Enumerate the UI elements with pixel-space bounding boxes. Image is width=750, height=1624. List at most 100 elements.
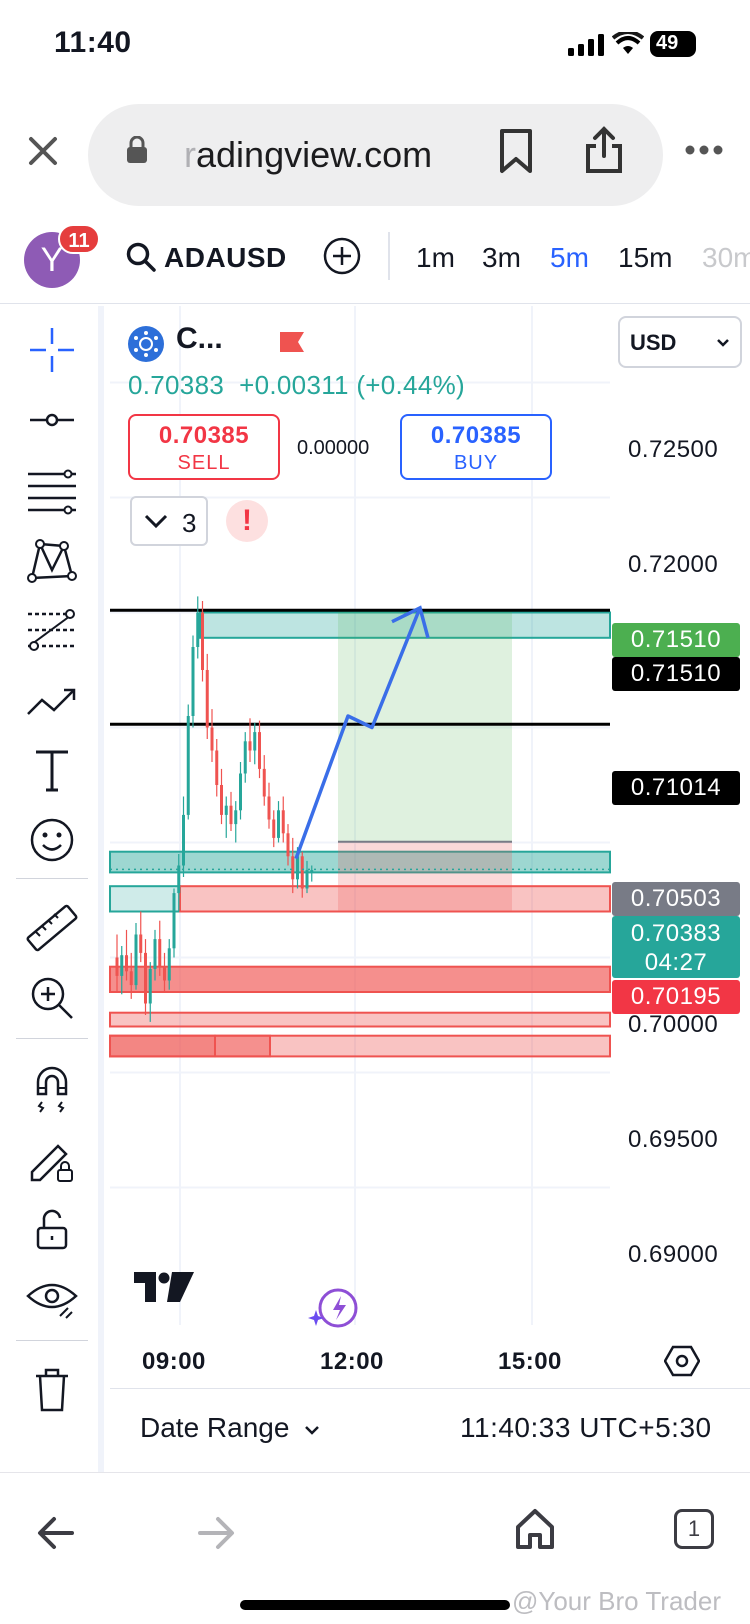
change-value: +0.00311 bbox=[239, 370, 349, 400]
price-tick: 0.69000 bbox=[628, 1241, 719, 1268]
candle-body bbox=[172, 893, 176, 949]
target-price-label: 0.71510 bbox=[612, 623, 740, 657]
candle-body bbox=[220, 785, 223, 815]
emoji-icon[interactable] bbox=[22, 810, 82, 870]
candle-body bbox=[267, 796, 271, 820]
candle-body bbox=[125, 955, 128, 972]
unlock-icon[interactable] bbox=[22, 1198, 82, 1258]
demand-zone bbox=[109, 885, 181, 913]
time-tick: 09:00 bbox=[142, 1348, 206, 1375]
candle-body bbox=[163, 966, 166, 981]
indicator-count: 3 bbox=[182, 508, 197, 538]
candle-body bbox=[201, 612, 204, 670]
cardano-logo-icon bbox=[128, 326, 164, 362]
supply-zone bbox=[214, 1034, 271, 1058]
visibility-icon[interactable] bbox=[22, 1268, 82, 1328]
currency-label: USD bbox=[630, 330, 677, 355]
browser-bottom-bar: 1 bbox=[0, 1472, 750, 1624]
timeframe-30m[interactable]: 30m bbox=[702, 242, 750, 273]
settings-hexagon-icon[interactable] bbox=[664, 1344, 700, 1378]
brush-icon[interactable] bbox=[22, 670, 82, 730]
date-range-button[interactable]: Date Range bbox=[140, 1412, 321, 1444]
change-percent: (+0.44%) bbox=[356, 370, 465, 400]
timeframe-15m[interactable]: 15m bbox=[618, 242, 673, 273]
supply-zone bbox=[109, 1011, 611, 1028]
compare-add-icon[interactable] bbox=[322, 236, 362, 276]
share-icon[interactable] bbox=[584, 126, 624, 174]
flag-icon[interactable] bbox=[278, 330, 306, 354]
crosshair-icon[interactable] bbox=[22, 320, 82, 380]
candle-body bbox=[310, 870, 314, 872]
bookmark-icon[interactable] bbox=[498, 128, 534, 174]
currency-select[interactable]: USD bbox=[618, 316, 742, 368]
sell-button[interactable]: 0.70385 SELL bbox=[128, 414, 280, 480]
position-loss-zone bbox=[338, 841, 512, 911]
candle-body bbox=[158, 939, 162, 967]
candle-body bbox=[253, 732, 257, 751]
magnet-icon[interactable] bbox=[22, 1058, 82, 1118]
avatar[interactable]: Y bbox=[24, 232, 80, 288]
candle-body bbox=[186, 716, 190, 815]
sell-price: 0.70385 bbox=[158, 422, 250, 449]
forward-arrow-icon[interactable] bbox=[196, 1515, 236, 1551]
zoom-in-icon[interactable] bbox=[22, 968, 82, 1028]
timeframe-5m[interactable]: 5m bbox=[550, 242, 589, 273]
url-text[interactable]: radingview.com bbox=[184, 134, 433, 175]
back-arrow-icon[interactable] bbox=[36, 1515, 76, 1551]
candle-body bbox=[215, 750, 219, 785]
cellular-signal-icon bbox=[568, 34, 604, 56]
tabs-button[interactable]: 1 bbox=[674, 1509, 714, 1549]
last-price-value: 0.70383 bbox=[630, 920, 722, 947]
text-icon[interactable] bbox=[22, 740, 82, 800]
toolbar-divider bbox=[16, 878, 88, 879]
price-chart[interactable] bbox=[0, 0, 750, 1472]
search-icon[interactable] bbox=[126, 242, 156, 274]
last-price: 0.70383 bbox=[128, 370, 225, 400]
timeframe-3m[interactable]: 3m bbox=[482, 242, 521, 273]
candle-body bbox=[286, 833, 290, 857]
battery-icon: 49 bbox=[650, 31, 696, 57]
candle-body bbox=[182, 814, 185, 866]
chevron-down-icon bbox=[717, 339, 729, 347]
lock-drawing-icon[interactable] bbox=[22, 1128, 82, 1188]
projection-arrow bbox=[294, 607, 422, 860]
symbol-title[interactable]: C... bbox=[176, 322, 223, 355]
timeframe-1m[interactable]: 1m bbox=[416, 242, 455, 273]
address-bar[interactable] bbox=[88, 104, 663, 206]
candle-body bbox=[205, 670, 209, 728]
status-bar: 11:40 49 bbox=[0, 0, 750, 90]
indicators-toggle[interactable]: 3 bbox=[130, 496, 208, 546]
pattern-icon[interactable] bbox=[22, 530, 82, 590]
ruler-icon[interactable] bbox=[22, 898, 82, 958]
chevron-down-icon bbox=[144, 514, 168, 529]
supply-zone bbox=[179, 885, 611, 913]
stop-price-label: 0.70195 bbox=[612, 980, 740, 1014]
home-icon[interactable] bbox=[514, 1507, 556, 1551]
symbol-search[interactable]: ADAUSD bbox=[164, 242, 287, 273]
candle-body bbox=[148, 969, 152, 1004]
warning-icon[interactable]: ! bbox=[226, 500, 268, 542]
notification-badge: 11 bbox=[58, 224, 100, 254]
horizontal-line-label: 0.71510 bbox=[612, 657, 740, 691]
trash-icon[interactable] bbox=[22, 1358, 82, 1418]
candle-body bbox=[258, 732, 261, 769]
candle-body bbox=[277, 810, 280, 838]
candle-body bbox=[153, 939, 157, 969]
horizontal-line-label: 0.71014 bbox=[612, 771, 740, 805]
position-profit-zone bbox=[338, 610, 512, 842]
date-range-label: Date Range bbox=[140, 1412, 290, 1443]
fib-retracement-icon[interactable] bbox=[22, 460, 82, 520]
more-icon[interactable] bbox=[684, 144, 724, 156]
forecast-icon[interactable] bbox=[22, 600, 82, 660]
candle-body bbox=[281, 810, 285, 834]
close-icon[interactable] bbox=[28, 136, 58, 166]
watermark: @Your Bro Trader bbox=[512, 1586, 721, 1616]
candle-body bbox=[305, 870, 309, 889]
sparkle-bolt-icon[interactable] bbox=[306, 1286, 362, 1332]
buy-button[interactable]: 0.70385 BUY bbox=[400, 414, 552, 480]
sell-label: SELL bbox=[177, 452, 231, 474]
price-tick: 0.72000 bbox=[628, 551, 719, 578]
price-tick: 0.72500 bbox=[628, 436, 719, 463]
chart-clock[interactable]: 11:40:33 UTC+5:30 bbox=[460, 1412, 712, 1443]
trend-line-icon[interactable] bbox=[22, 390, 82, 450]
